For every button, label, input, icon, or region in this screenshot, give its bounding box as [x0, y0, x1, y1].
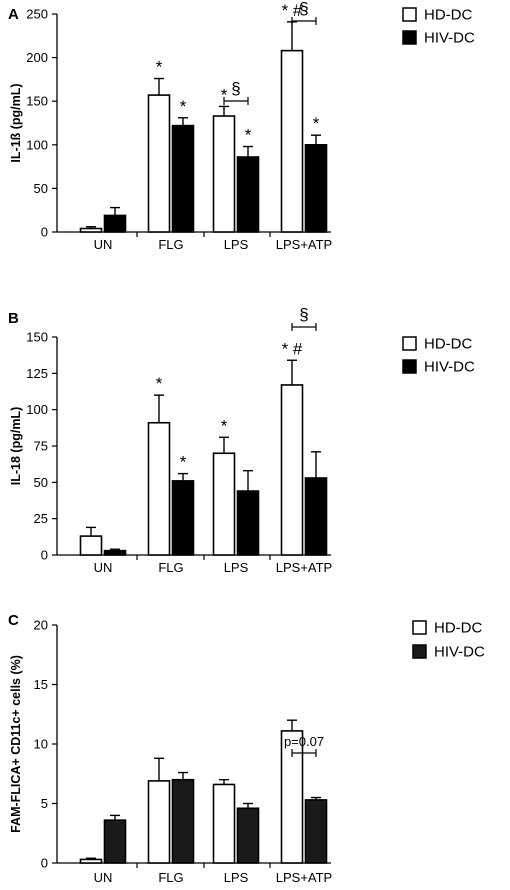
panel-a-significance-mark: *: [156, 58, 163, 77]
panel-c-hd-dc-bar: [147, 780, 171, 864]
panel-c-hiv-dc-bar: [103, 819, 127, 864]
panel-b-legend-swatch-hiv-dc: [402, 359, 417, 374]
panel-a-y-tick-label: 0: [41, 225, 48, 240]
panel-c-hd-dc-bar: [212, 783, 236, 864]
panel-b-hd-dc-bar: [147, 421, 171, 556]
panel-b-y-tick-label: 100: [26, 402, 48, 417]
panel-c-y-tick-label: 0: [41, 856, 48, 871]
panel-c-legend-swatch-hd-dc: [412, 620, 427, 635]
panel-b-hd-dc-bar: [212, 452, 236, 556]
panel-b-hd-dc-bar: [280, 384, 304, 556]
panel-c-legend-swatch-hiv-dc: [412, 644, 427, 659]
panel-a-hd-dc-bar: [79, 227, 103, 233]
panel-b-y-axis-title: IL-18 (pg/mL): [9, 407, 23, 485]
panel-c-category-label: LPS: [224, 870, 249, 885]
panel-c-category-label: FLG: [158, 870, 183, 885]
panel-b-legend-label-hiv-dc: HIV-DC: [424, 359, 475, 376]
panel-b-y-tick-label: 125: [26, 366, 48, 381]
panel-b-y-tick-label: 25: [34, 511, 48, 526]
panel-a-category-label: FLG: [158, 237, 183, 252]
panel-a-bracket-label: §: [299, 0, 308, 18]
panel-a-bracket-label: §: [231, 79, 240, 98]
panel-b-legend-label-hd-dc: HD-DC: [424, 336, 472, 353]
panel-b-category-label: LPS+ATP: [276, 560, 332, 575]
panel-a-y-axis-title: IL-1ß (pg/mL): [9, 83, 23, 162]
panel-a-legend-label-hiv-dc: HIV-DC: [424, 30, 475, 47]
panel-c-hiv-dc-bar: [171, 778, 195, 864]
panel-a-y-tick-label: 200: [26, 50, 48, 65]
panel-b-category-label: LPS: [224, 560, 249, 575]
panel-a-significance-mark: * #: [282, 1, 303, 20]
panel-a-significance-mark: *: [221, 85, 228, 104]
panel-b-y-tick-label: 150: [26, 330, 48, 345]
panel-b-hiv-dc-bar: [171, 480, 195, 556]
panel-c-category-label: LPS+ATP: [276, 870, 332, 885]
panel-a-y-tick-label: 50: [34, 181, 48, 196]
panel-b-y-tick-label: 0: [41, 548, 48, 563]
panel-a-significance-mark: *: [313, 114, 320, 133]
panel-c-y-axis-title: FAM-FLICA+ CD11c+ cells (%): [9, 655, 23, 833]
panel-b-significance-mark: *: [180, 453, 187, 472]
panel-b-significance-mark: *: [156, 374, 163, 393]
panel-b-bracket-label: §: [299, 305, 308, 324]
panel-c-y-tick-label: 20: [34, 618, 48, 633]
panel-a-legend-swatch-hd-dc: [402, 7, 417, 22]
panel-a-category-label: UN: [94, 237, 113, 252]
panel-a-hd-dc-bar: [212, 115, 236, 233]
panel-a-y-tick-label: 100: [26, 137, 48, 152]
panel-a-significance-mark: *: [180, 97, 187, 116]
panel-c-y-tick-label: 15: [34, 677, 48, 692]
panel-a-hd-dc-bar: [147, 94, 171, 233]
panel-a-y-tick-label: 250: [26, 7, 48, 22]
panel-c-y-tick-label: 10: [34, 737, 48, 752]
panel-a-legend-label-hd-dc: HD-DC: [424, 7, 472, 24]
panel-b-significance-mark: * #: [282, 339, 303, 358]
panel-b-category-label: UN: [94, 560, 113, 575]
panel-a-category-label: LPS: [224, 237, 249, 252]
panel-c-legend-label-hiv-dc: HIV-DC: [434, 644, 485, 661]
panel-c-hiv-dc-bar: [304, 799, 328, 864]
panel-a-legend-swatch-hiv-dc: [402, 30, 417, 45]
panel-b-hiv-dc-bar: [304, 477, 328, 556]
panel-b-y-tick-label: 75: [34, 439, 48, 454]
panel-a-hiv-dc-bar: [103, 214, 127, 233]
panel-a-hd-dc-bar: [280, 49, 304, 233]
panel-a-hiv-dc-bar: [236, 156, 260, 233]
panel-b-y-tick-label: 50: [34, 475, 48, 490]
panel-c-bracket-label: p=0.07: [284, 734, 324, 749]
panel-a-category-label: LPS+ATP: [276, 237, 332, 252]
panel-b-hiv-dc-bar: [236, 490, 260, 556]
panel-b-legend-swatch-hd-dc: [402, 336, 417, 351]
panel-b-hd-dc-bar: [79, 535, 103, 556]
panel-b-hiv-dc-bar: [103, 549, 127, 556]
panel-c-category-label: UN: [94, 870, 113, 885]
panel-a-label: A: [8, 6, 19, 23]
panel-c-hiv-dc-bar: [236, 807, 260, 864]
panel-b-category-label: FLG: [158, 560, 183, 575]
panel-b-significance-mark: *: [221, 416, 228, 435]
panel-c-hd-dc-bar: [79, 858, 103, 864]
panel-a-y-tick-label: 150: [26, 94, 48, 109]
panel-a-hiv-dc-bar: [171, 124, 195, 233]
panel-a-significance-mark: *: [245, 126, 252, 145]
panel-b-label: B: [8, 310, 19, 327]
panel-c-y-tick-label: 5: [41, 796, 48, 811]
panel-c-legend-label-hd-dc: HD-DC: [434, 620, 482, 637]
panel-a-hiv-dc-bar: [304, 144, 328, 233]
panel-c-label: C: [8, 612, 19, 629]
